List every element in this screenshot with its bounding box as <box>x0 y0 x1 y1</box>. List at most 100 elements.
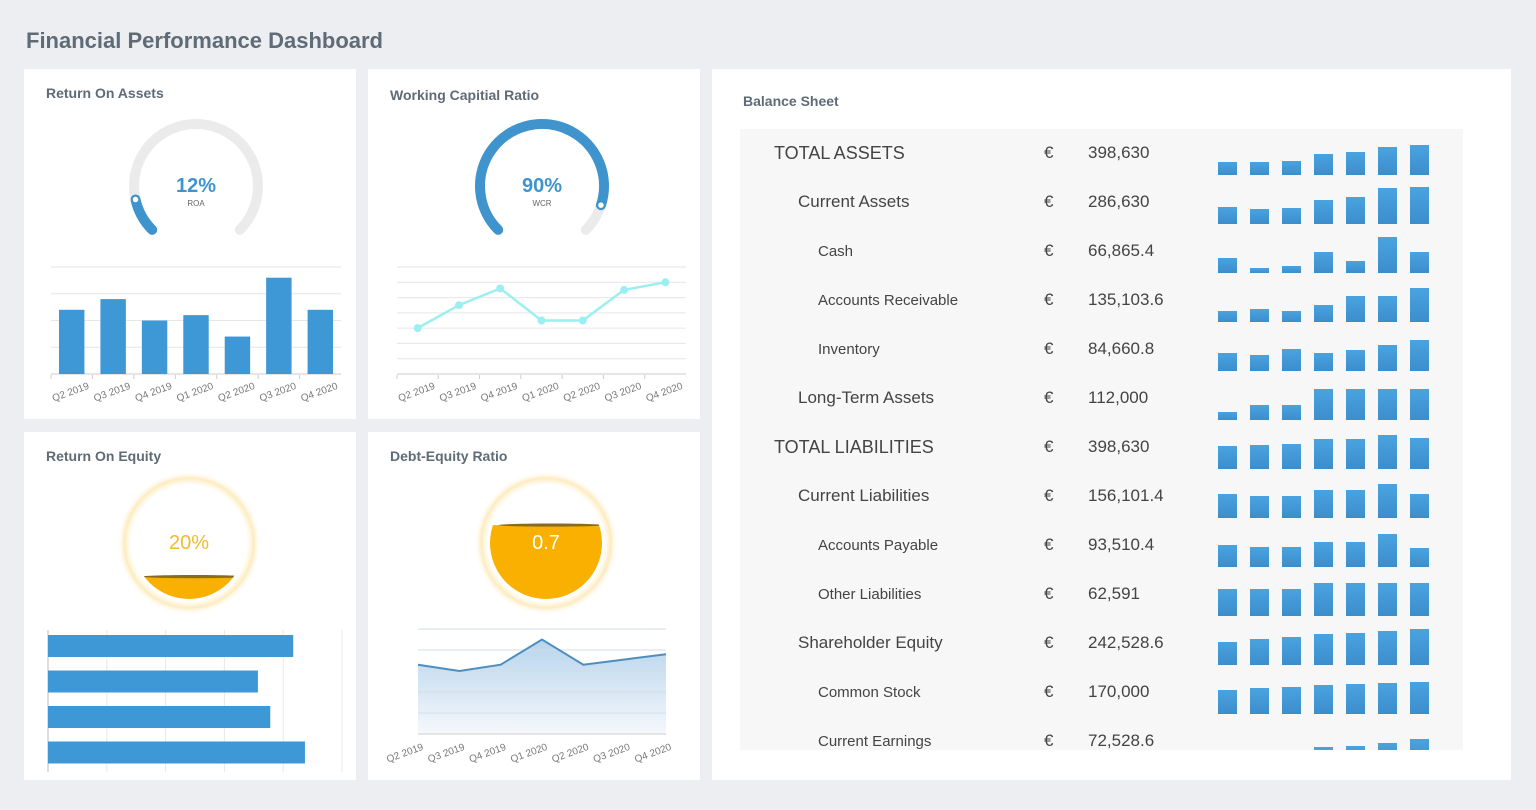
row-value: 66,865.4 <box>1088 241 1155 260</box>
sparkline-bar <box>1314 747 1333 750</box>
sparkline-bar <box>1378 296 1397 322</box>
x-tick-label: Q4 2019 <box>468 742 508 766</box>
wcr-point <box>578 316 587 325</box>
sparkline-bar <box>1314 684 1333 714</box>
sparkline-bar <box>1218 162 1237 175</box>
row-value: 84,660.8 <box>1088 339 1155 358</box>
balance-row: Current Earnings €72,528.6 <box>740 717 1463 750</box>
sparkline-bar <box>1346 296 1365 322</box>
balance-row: Current Liabilities €156,101.4 <box>740 472 1463 521</box>
sparkline-bar <box>1378 188 1397 224</box>
wcr-point <box>454 301 463 310</box>
x-tick-label: Q1 2020 <box>175 381 215 405</box>
sparkline-bar <box>1378 434 1397 469</box>
gauge-fill <box>475 119 609 235</box>
sparkline-bar <box>1314 634 1333 665</box>
balance-row: Accounts Receivable €135,103.6 <box>740 276 1463 325</box>
roe-title: Return On Equity <box>46 448 162 464</box>
sparkline <box>1218 374 1433 420</box>
currency-symbol: € <box>1044 290 1054 309</box>
der-line <box>417 638 667 673</box>
roa-title: Return On Assets <box>46 85 164 101</box>
row-value: 170,000 <box>1088 682 1150 701</box>
roe-bar <box>48 670 258 693</box>
sparkline-bar <box>1346 261 1365 273</box>
row-value: 135,103.6 <box>1088 290 1164 309</box>
roa-panel: 12% ROA Q2 2019 Q3 2019 Q4 2019 Q1 2020 Q2 202… <box>24 69 356 419</box>
sparkline-bar <box>1250 638 1269 665</box>
x-tick-label: Q2 2019 <box>397 381 437 405</box>
row-label: Shareholder Equity <box>798 633 943 652</box>
x-tick-label: Q3 2020 <box>258 381 298 405</box>
currency-symbol: € <box>1044 731 1054 750</box>
row-label: Long-Term Assets <box>798 388 935 407</box>
sparkline-bar <box>1378 742 1397 750</box>
sparkline-bar <box>1250 547 1269 567</box>
currency-symbol: € <box>1044 388 1054 407</box>
currency-symbol: € <box>1044 584 1054 603</box>
row-label: TOTAL LIABILITIES <box>774 437 934 457</box>
x-tick-label: Q4 2020 <box>633 742 673 766</box>
gauge-value: 12% <box>176 175 216 197</box>
sparkline-bar <box>1410 629 1429 665</box>
roe-panel: 20% Return On Equity <box>24 432 356 780</box>
der-chart: 0.7 Q2 2019 Q3 2019 Q4 2019 Q1 2020 Q2 2020 Q3… <box>385 471 673 766</box>
row-value: 156,101.4 <box>1088 486 1164 505</box>
x-tick-label: Q4 2020 <box>300 381 340 405</box>
sparkline-bar <box>1378 484 1397 518</box>
sparkline <box>1218 227 1433 273</box>
sparkline-bar <box>1410 582 1429 616</box>
balance-sheet-title: Balance Sheet <box>743 93 839 109</box>
row-label: Current Assets <box>798 192 910 211</box>
sparkline-bar <box>1250 588 1269 616</box>
sparkline-bar <box>1410 388 1429 420</box>
balance-row: Long-Term Assets €112,000 <box>740 374 1463 423</box>
sparkline <box>1218 129 1433 175</box>
row-label: Inventory <box>818 341 880 358</box>
sparkline-bar <box>1346 489 1365 518</box>
roa-bar <box>100 299 126 374</box>
sparkline-bar <box>1218 588 1237 616</box>
sparkline-bar <box>1410 251 1429 273</box>
roa-bar <box>59 309 85 374</box>
roa-bar <box>224 336 251 374</box>
currency-symbol: € <box>1044 143 1054 162</box>
gauge-caption: ROA <box>187 199 205 208</box>
sparkline-bar <box>1250 355 1269 371</box>
x-tick-label: Q1 2020 <box>509 742 549 766</box>
x-tick-label: Q2 2020 <box>217 381 257 405</box>
sparkline-bar <box>1346 388 1365 420</box>
sparkline-bar <box>1314 541 1333 567</box>
currency-symbol: € <box>1044 682 1054 701</box>
balance-row: Cash €66,865.4 <box>740 227 1463 276</box>
row-label: Current Liabilities <box>798 486 930 505</box>
currency-symbol: € <box>1044 339 1054 358</box>
sparkline-bar <box>1410 547 1429 567</box>
row-label: Common Stock <box>818 684 921 701</box>
x-tick-label: Q3 2020 <box>592 742 632 766</box>
sparkline-bar <box>1282 636 1301 665</box>
balance-row: Shareholder Equity €242,528.6 <box>740 619 1463 668</box>
sparkline-bar <box>1250 495 1269 518</box>
sparkline-bar <box>1282 265 1301 273</box>
sparkline-bar <box>1378 236 1397 273</box>
row-label: Cash <box>818 243 854 260</box>
x-tick-label: Q3 2019 <box>427 742 467 766</box>
sparkline-bar <box>1218 641 1237 665</box>
liquid-surface <box>499 523 602 527</box>
x-tick-label: Q4 2019 <box>479 381 519 405</box>
x-tick-label: Q2 2019 <box>51 381 91 405</box>
sparkline-bar <box>1282 208 1301 224</box>
sparkline-bar <box>1378 533 1397 567</box>
sparkline <box>1218 325 1433 371</box>
row-label: Current Earnings <box>818 733 932 750</box>
sparkline-bar <box>1314 251 1333 273</box>
roa-bar <box>307 309 333 374</box>
row-label: Other Liabilities <box>818 586 922 603</box>
balance-sheet-panel: Balance Sheet TOTAL ASSETS €398,630 Curren… <box>712 69 1511 780</box>
wcr-title: Working Capitial Ratio <box>390 87 540 103</box>
sparkline-bar <box>1282 405 1301 420</box>
roa-bar <box>266 277 292 374</box>
row-value: 62,591 <box>1088 584 1140 603</box>
der-title: Debt-Equity Ratio <box>390 448 508 464</box>
